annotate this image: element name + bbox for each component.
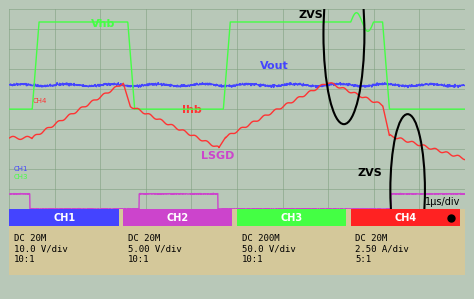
Text: Ihb: Ihb	[182, 105, 202, 115]
Text: 1μs/div: 1μs/div	[425, 197, 460, 207]
Bar	[351, 209, 460, 226]
Text: DC 200M
50.0 V/div
10:1: DC 200M 50.0 V/div 10:1	[242, 234, 295, 264]
Text: CH4: CH4	[32, 98, 46, 104]
Text: Vout: Vout	[260, 61, 289, 71]
Text: CH2: CH2	[167, 213, 189, 223]
Text: DC 20M
2.50 A/div
5:1: DC 20M 2.50 A/div 5:1	[356, 234, 409, 264]
Text: DC 20M
10.0 V/div
10:1: DC 20M 10.0 V/div 10:1	[14, 234, 68, 264]
Bar	[123, 209, 232, 226]
Text: CH3: CH3	[14, 174, 28, 180]
Text: ZVS: ZVS	[357, 168, 383, 178]
Text: CH1: CH1	[53, 213, 75, 223]
Text: CH1: CH1	[14, 166, 28, 172]
Bar	[9, 209, 119, 226]
Text: DC 20M
5.00 V/div
10:1: DC 20M 5.00 V/div 10:1	[128, 234, 182, 264]
Text: ZVS: ZVS	[299, 10, 323, 20]
Bar	[9, 209, 465, 275]
Text: CH4: CH4	[394, 213, 417, 223]
Text: CH3: CH3	[281, 213, 303, 223]
Bar	[237, 209, 346, 226]
Text: Vhb: Vhb	[91, 19, 116, 29]
Text: LSGD: LSGD	[201, 151, 234, 161]
